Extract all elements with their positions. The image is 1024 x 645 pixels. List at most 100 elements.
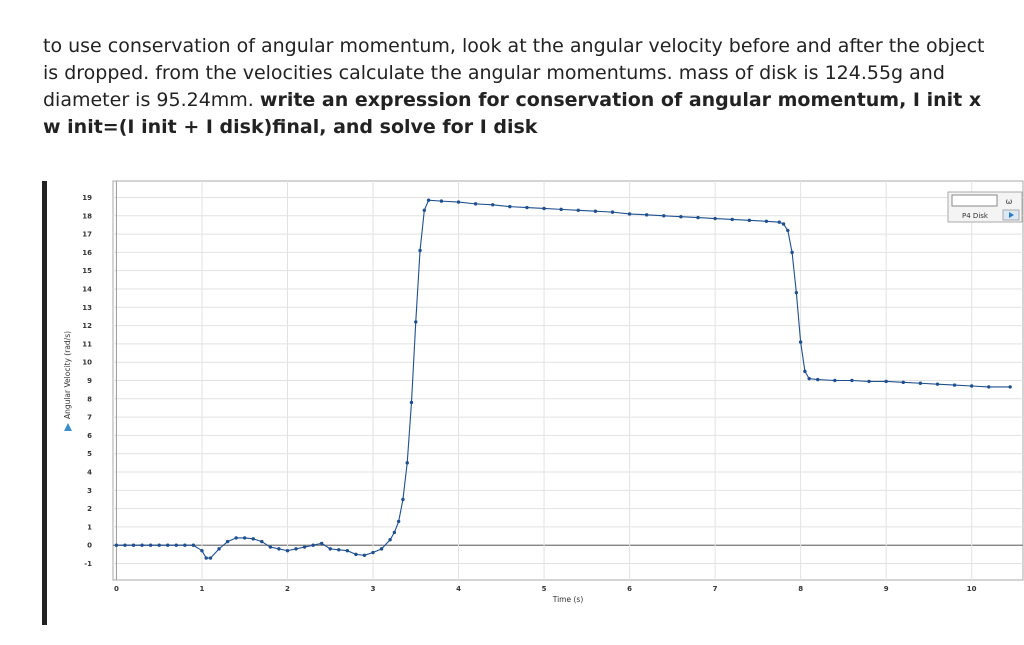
data-point <box>409 400 414 405</box>
data-point <box>473 202 478 206</box>
y-tick-label: 19 <box>82 194 92 202</box>
data-point <box>730 217 734 222</box>
data-point <box>662 214 666 218</box>
data-point <box>225 539 230 544</box>
data-point <box>593 209 598 213</box>
y-tick-label: 7 <box>87 414 92 422</box>
data-point <box>542 206 546 211</box>
y-tick-label: -1 <box>84 560 92 568</box>
data-point <box>208 556 213 560</box>
legend-swatch <box>951 194 998 207</box>
data-point <box>807 376 811 381</box>
data-point <box>234 536 238 540</box>
axis-icon <box>64 423 72 431</box>
y-tick-label: 5 <box>87 450 92 458</box>
data-point <box>405 461 409 465</box>
x-tick-label: 7 <box>713 585 718 593</box>
y-tick-label: 15 <box>82 267 92 275</box>
data-point <box>987 385 991 389</box>
data-point <box>850 378 854 383</box>
data-point <box>781 222 786 226</box>
data-point <box>268 545 273 549</box>
question-plain: to use conservation of angular momentum,… <box>43 35 985 111</box>
data-point <box>777 220 781 224</box>
data-point <box>157 543 161 547</box>
data-point <box>166 543 170 547</box>
data-point <box>131 543 136 547</box>
data-point <box>644 213 649 217</box>
legend-label: P4 Disk <box>962 212 989 220</box>
side-bar <box>42 181 47 625</box>
y-tick-label: 2 <box>87 505 92 513</box>
data-point <box>251 537 255 541</box>
data-point <box>559 207 563 212</box>
x-tick-label: 3 <box>371 585 376 593</box>
data-point <box>311 543 315 547</box>
data-point <box>576 208 580 212</box>
y-tick-label: 1 <box>87 523 92 531</box>
data-point <box>679 214 683 219</box>
data-point <box>114 543 119 547</box>
data-point <box>277 547 281 551</box>
y-tick-label: 11 <box>82 340 92 348</box>
data-point <box>345 549 350 553</box>
data-point <box>764 219 769 223</box>
data-point <box>713 216 717 221</box>
data-point <box>508 204 512 209</box>
data-point <box>319 541 324 546</box>
y-tick-label: 13 <box>82 304 92 312</box>
data-point <box>204 556 208 560</box>
x-tick-label: 10 <box>967 585 977 593</box>
data-point <box>491 203 495 207</box>
data-point <box>747 218 752 223</box>
data-point <box>422 208 427 212</box>
y-tick-label: 9 <box>87 377 92 385</box>
data-point <box>354 552 358 557</box>
marks <box>114 198 1012 560</box>
data-point <box>191 543 196 547</box>
x-axis-label: Time (s) <box>552 595 584 604</box>
data-point <box>525 205 529 210</box>
y-tick-label: 10 <box>82 359 92 367</box>
data-point <box>140 543 144 547</box>
y-tick-label: 4 <box>87 469 92 477</box>
data-point <box>396 519 401 524</box>
data-point <box>388 538 392 542</box>
data-point <box>392 530 397 535</box>
data-point <box>610 210 615 214</box>
data-point <box>786 228 790 233</box>
y-tick-label: 6 <box>87 432 92 440</box>
data-point <box>884 379 888 384</box>
data-point <box>123 543 127 547</box>
data-point <box>418 248 422 253</box>
legend: ω P4 Disk <box>947 191 1023 223</box>
data-point <box>414 320 418 324</box>
x-tick-label: 9 <box>884 585 889 593</box>
data-point <box>328 547 332 551</box>
data-point <box>790 250 794 255</box>
x-tick-label: 5 <box>542 585 547 593</box>
data-point <box>379 547 384 551</box>
data-point <box>148 543 153 547</box>
data-point <box>794 290 799 295</box>
y-axis-label: Angular Velocity (rad/s) <box>63 331 72 419</box>
data-point <box>901 380 905 385</box>
grid <box>113 181 1023 580</box>
data-point <box>260 539 264 544</box>
question-bold: write an expression for conservation of … <box>43 89 982 138</box>
x-tick-label: 2 <box>285 585 290 593</box>
data-point <box>833 378 837 383</box>
data-point <box>627 212 632 216</box>
data-point <box>696 215 700 220</box>
y-tick-label: 17 <box>82 231 92 239</box>
data-point <box>294 547 298 551</box>
data-point <box>183 543 187 547</box>
data-point <box>217 547 221 551</box>
data-point <box>302 545 307 549</box>
y-tick-label: 8 <box>87 395 92 403</box>
x-tick-label: 6 <box>627 585 632 593</box>
data-point <box>439 199 444 203</box>
x-tick-label: 4 <box>456 585 461 593</box>
